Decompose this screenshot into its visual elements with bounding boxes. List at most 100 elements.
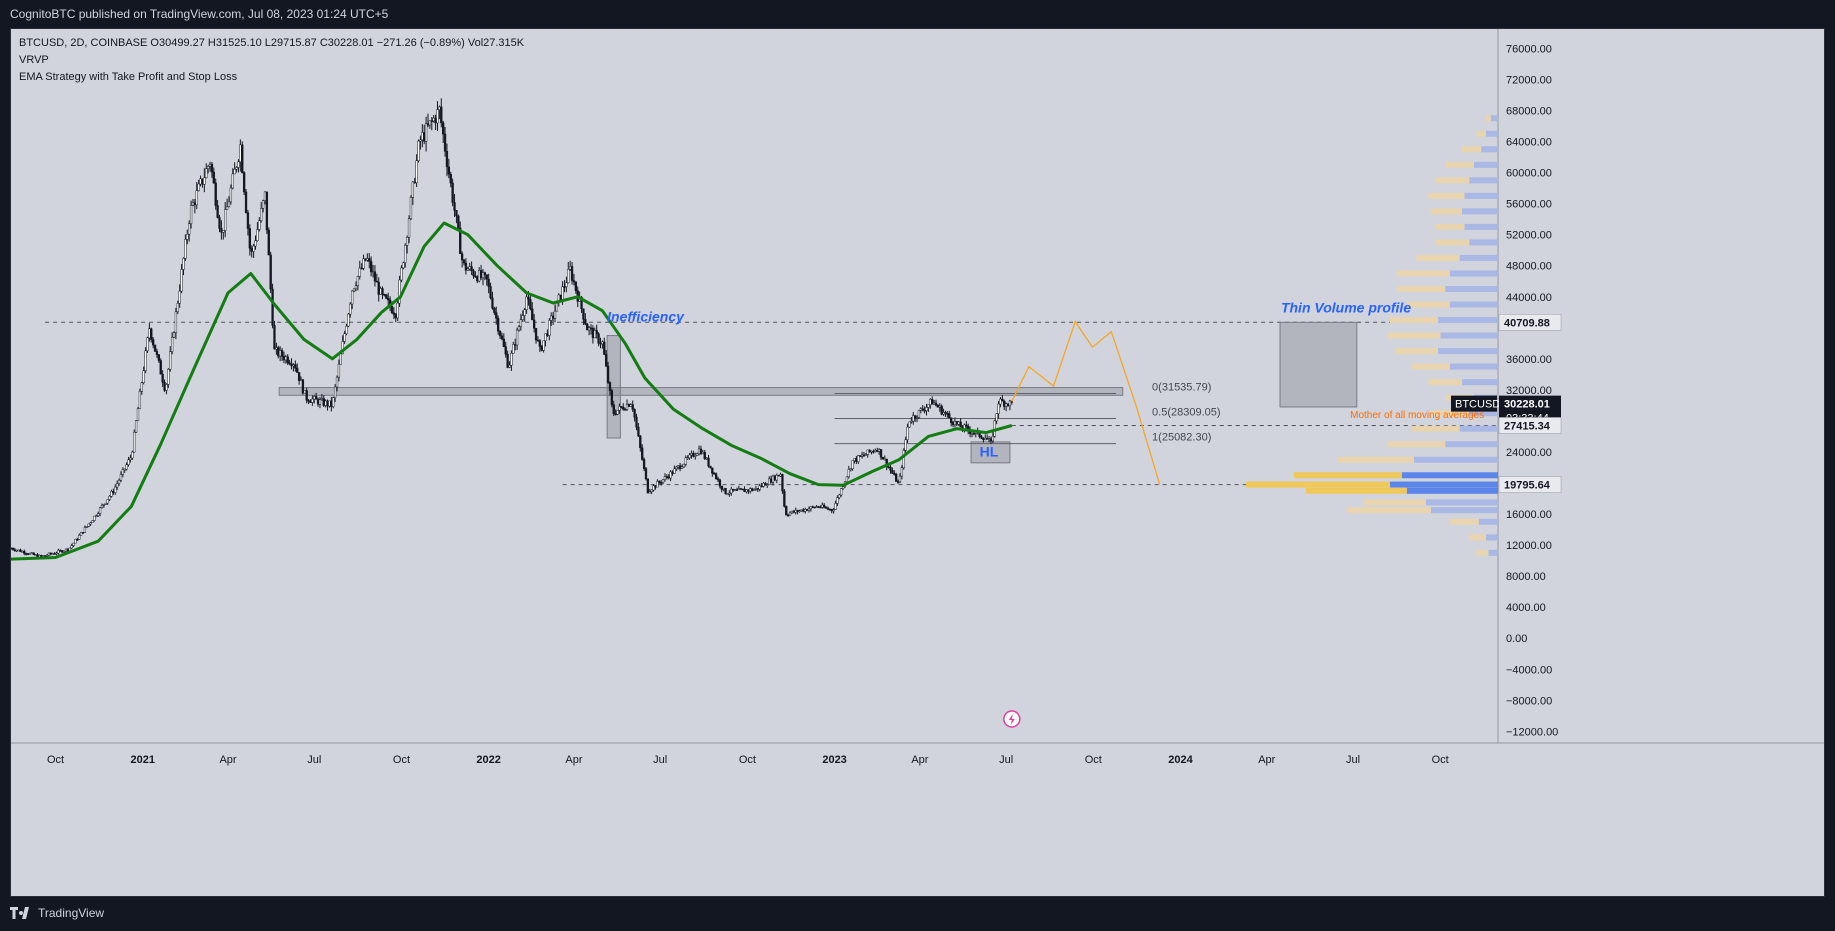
candle-body — [625, 403, 629, 410]
candle-body — [696, 453, 699, 456]
candle-body — [631, 404, 634, 410]
candle-body — [823, 504, 826, 508]
annotation-label: HL — [980, 444, 999, 460]
candle-body — [559, 294, 562, 301]
candle-body — [550, 315, 553, 321]
candle-body — [809, 506, 813, 510]
candle-body — [779, 474, 782, 477]
vp-bar-down — [1450, 270, 1498, 277]
candle-body — [872, 450, 875, 453]
candle-body — [942, 412, 945, 415]
candle-body — [741, 488, 744, 491]
candle-body — [618, 406, 621, 411]
candle-body — [460, 253, 464, 261]
candle-body — [931, 399, 934, 405]
price-label-bg — [1498, 314, 1562, 331]
candle-body — [320, 398, 324, 400]
candle-body — [987, 438, 991, 441]
y-tick-label: 64000.00 — [1506, 137, 1552, 149]
candle-body — [758, 485, 761, 490]
candle-body — [489, 286, 492, 299]
candle-body — [762, 483, 765, 487]
candle-body — [241, 144, 244, 173]
candle-body — [474, 275, 477, 278]
vp-bar-down — [1469, 177, 1498, 184]
vp-bar-up — [1294, 472, 1402, 479]
candle-body — [913, 415, 917, 419]
candle-body — [688, 454, 691, 458]
candle-body — [57, 550, 60, 554]
candle-body — [995, 413, 998, 422]
candle-body — [769, 478, 773, 483]
candle-body — [225, 206, 229, 210]
candle-body — [222, 230, 225, 233]
candle-body — [307, 399, 310, 402]
candle-body — [678, 465, 682, 469]
candle-body — [804, 509, 807, 512]
candle-body — [290, 363, 293, 367]
candle-body — [212, 171, 215, 184]
candle-body — [1008, 400, 1012, 407]
legend-symbol-line[interactable]: BTCUSD, 2D, COINBASE O30499.27 H31525.10… — [19, 37, 525, 49]
legend-strategy[interactable]: EMA Strategy with Take Profit and Stop L… — [19, 71, 238, 83]
candle-body — [271, 288, 274, 326]
candle-body — [392, 312, 396, 315]
candle-body — [608, 382, 612, 391]
vp-bar-up — [1486, 115, 1491, 122]
candle-body — [910, 420, 913, 423]
candle-body — [735, 489, 739, 491]
candle-body — [896, 481, 900, 483]
candle-body — [785, 506, 788, 516]
x-tick-label: Oct — [393, 754, 410, 766]
tradingview-logo[interactable]: TradingView — [10, 906, 104, 920]
candle-body — [373, 271, 377, 282]
candle-body — [841, 486, 845, 489]
candle-body — [472, 270, 475, 277]
x-tick-label: Apr — [1258, 754, 1275, 766]
candle-body — [730, 488, 733, 494]
candle-body — [371, 271, 375, 273]
symbol-tag: BTCUSD — [1455, 399, 1500, 411]
candle-body — [838, 494, 841, 498]
candle-body — [917, 409, 921, 418]
candle-body — [275, 347, 278, 350]
vp-bar-down — [1414, 456, 1498, 463]
candle-body — [81, 531, 85, 534]
candle-body — [491, 297, 494, 309]
candle-body — [244, 191, 248, 213]
candle-body — [821, 504, 824, 508]
candle-body — [900, 467, 904, 477]
candle-body — [521, 315, 524, 320]
candle-body — [114, 486, 117, 493]
candle-body — [148, 328, 151, 339]
publish-line: CognitoBTC published on TradingView.com,… — [10, 7, 389, 21]
candle-body — [701, 451, 704, 454]
candle-body — [280, 350, 284, 357]
candle-body — [750, 488, 754, 491]
candle-body — [476, 276, 479, 282]
lightning-icon-glyph — [1008, 714, 1015, 725]
candle-body — [527, 296, 530, 300]
candle-body — [97, 513, 100, 517]
y-tick-label: 0.00 — [1506, 633, 1527, 645]
candle-body — [260, 207, 263, 221]
candle-body — [889, 466, 892, 471]
candle-body — [239, 144, 242, 163]
chart-frame[interactable]: 76000.00 72000.00 68000.00 64000.00 60000.00… — [10, 28, 1825, 897]
candle-body — [510, 352, 513, 366]
candle-body — [959, 421, 962, 428]
legend-vrvp[interactable]: VRVP — [19, 54, 49, 66]
price-chart[interactable]: 76000.00 72000.00 68000.00 64000.00 60000.00… — [11, 29, 1824, 896]
x-tick-label: Apr — [565, 754, 582, 766]
candle-body — [188, 223, 191, 235]
candle-body — [478, 270, 481, 282]
candle-body — [25, 553, 28, 555]
ema-line — [11, 221, 1013, 561]
candle-body — [163, 382, 166, 391]
candle-body — [462, 259, 466, 264]
candle-body — [385, 294, 388, 299]
candle-body — [286, 356, 289, 364]
candle-body — [375, 280, 378, 283]
candle-body — [718, 479, 722, 487]
candle-body — [17, 549, 20, 552]
